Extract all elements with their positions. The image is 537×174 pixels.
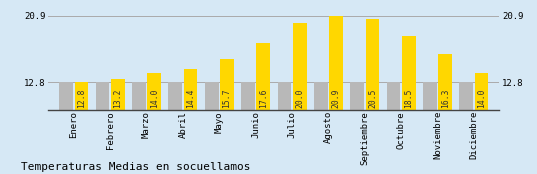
Text: Temperaturas Medias en socuellamos: Temperaturas Medias en socuellamos — [21, 162, 251, 172]
Text: 14.0: 14.0 — [150, 89, 159, 108]
Text: 20.9: 20.9 — [331, 89, 340, 108]
Bar — [278, 82, 292, 110]
Text: 14.4: 14.4 — [186, 89, 195, 108]
Bar — [241, 82, 255, 110]
Bar — [350, 82, 364, 110]
Text: 16.3: 16.3 — [441, 89, 449, 108]
Bar — [111, 79, 125, 110]
Text: 18.5: 18.5 — [404, 89, 413, 108]
Bar — [366, 19, 379, 110]
Bar — [256, 43, 270, 110]
Bar — [132, 82, 146, 110]
Bar — [387, 82, 401, 110]
Text: 12.8: 12.8 — [77, 89, 86, 108]
Bar — [147, 73, 161, 110]
Bar — [59, 82, 73, 110]
Text: 14.0: 14.0 — [477, 89, 486, 108]
Text: 15.7: 15.7 — [222, 89, 231, 108]
Text: 13.2: 13.2 — [113, 89, 122, 108]
Bar — [475, 73, 489, 110]
Text: 17.6: 17.6 — [259, 89, 268, 108]
Bar — [293, 23, 307, 110]
Bar — [75, 82, 89, 110]
Text: 20.0: 20.0 — [295, 89, 304, 108]
Text: 20.5: 20.5 — [368, 89, 377, 108]
Bar — [459, 82, 473, 110]
Bar — [169, 82, 182, 110]
Bar — [438, 54, 452, 110]
Bar — [329, 16, 343, 110]
Bar — [314, 82, 328, 110]
Bar — [184, 69, 198, 110]
Bar — [96, 82, 110, 110]
Bar — [423, 82, 437, 110]
Bar — [205, 82, 219, 110]
Bar — [402, 36, 416, 110]
Bar — [220, 59, 234, 110]
